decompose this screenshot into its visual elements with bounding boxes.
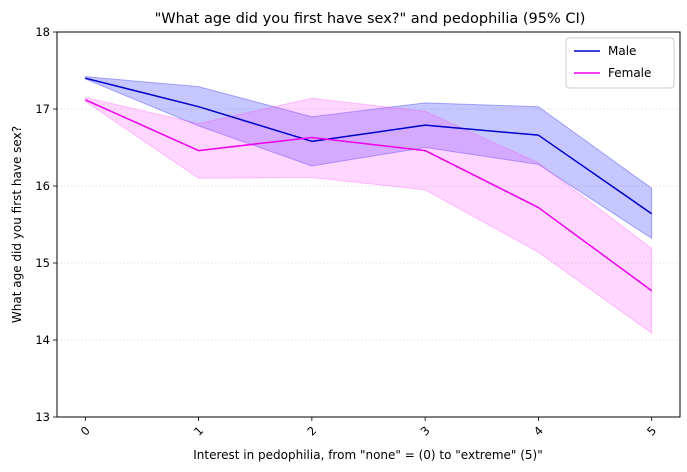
y-tick-label: 16 <box>35 179 50 193</box>
x-axis-label: Interest in pedophilia, from "none" = (0… <box>193 448 543 462</box>
y-tick-label: 13 <box>35 410 50 424</box>
ci-band-female <box>84 96 653 335</box>
x-tick-label: 4 <box>531 423 546 438</box>
y-axis-label: What age did you first have sex? <box>10 126 24 323</box>
x-tick-label: 5 <box>644 423 659 438</box>
legend: Male Female <box>565 37 675 89</box>
series-line-female <box>85 99 653 292</box>
chart-title: "What age did you first have sex?" and p… <box>155 11 586 27</box>
y-tick-label: 14 <box>35 333 50 347</box>
plot-frame <box>56 31 681 418</box>
x-tick-label: 0 <box>78 423 93 438</box>
series-line-male <box>85 77 653 215</box>
series-lines <box>85 77 653 292</box>
y-tick-label: 17 <box>35 102 50 116</box>
x-tick-label: 2 <box>304 423 319 438</box>
x-axis: 0 1 2 3 4 5 <box>78 417 659 439</box>
x-tick-label: 3 <box>418 423 433 438</box>
legend-label-male: Male <box>608 44 636 58</box>
legend-label-female: Female <box>608 66 651 80</box>
y-tick-label: 18 <box>35 25 50 39</box>
y-axis: 13 14 15 16 17 18 <box>35 25 57 424</box>
ci-bands <box>84 76 653 335</box>
ci-band-male <box>84 76 653 240</box>
x-tick-label: 1 <box>191 423 206 438</box>
y-tick-label: 15 <box>35 256 50 270</box>
